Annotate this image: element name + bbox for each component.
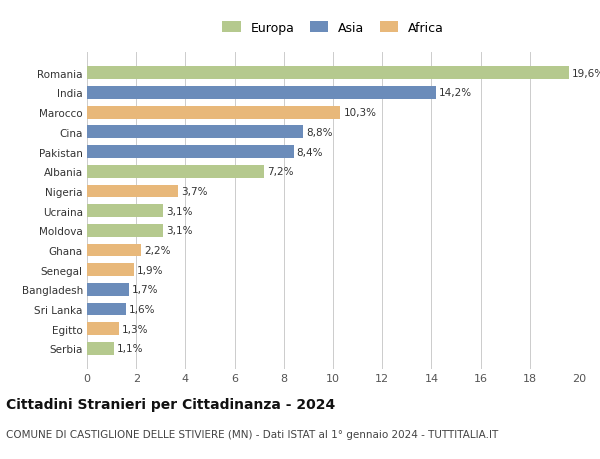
Bar [87, 106, 340, 119]
Text: 1,3%: 1,3% [122, 324, 148, 334]
Text: 2,2%: 2,2% [144, 246, 170, 256]
Bar [87, 126, 304, 139]
Text: 3,1%: 3,1% [166, 206, 193, 216]
Text: Cittadini Stranieri per Cittadinanza - 2024: Cittadini Stranieri per Cittadinanza - 2… [6, 397, 335, 411]
Bar [87, 244, 141, 257]
Bar [87, 303, 127, 316]
Bar [87, 165, 264, 178]
Bar [87, 205, 163, 218]
Text: 3,1%: 3,1% [166, 226, 193, 236]
Bar [87, 283, 129, 296]
Bar [87, 67, 569, 80]
Text: 1,9%: 1,9% [137, 265, 163, 275]
Bar [87, 224, 163, 237]
Text: 14,2%: 14,2% [439, 88, 472, 98]
Text: 7,2%: 7,2% [267, 167, 293, 177]
Text: 1,6%: 1,6% [130, 304, 156, 314]
Bar [87, 264, 134, 276]
Text: 1,1%: 1,1% [117, 344, 143, 354]
Text: 8,4%: 8,4% [296, 147, 323, 157]
Text: 3,7%: 3,7% [181, 186, 208, 196]
Text: COMUNE DI CASTIGLIONE DELLE STIVIERE (MN) - Dati ISTAT al 1° gennaio 2024 - TUTT: COMUNE DI CASTIGLIONE DELLE STIVIERE (MN… [6, 429, 498, 439]
Bar [87, 342, 114, 355]
Legend: Europa, Asia, Africa: Europa, Asia, Africa [218, 18, 448, 38]
Text: 19,6%: 19,6% [572, 68, 600, 78]
Text: 8,8%: 8,8% [307, 128, 333, 138]
Bar [87, 146, 293, 158]
Bar [87, 185, 178, 198]
Text: 1,7%: 1,7% [132, 285, 158, 295]
Bar [87, 323, 119, 336]
Text: 10,3%: 10,3% [343, 108, 376, 118]
Bar [87, 87, 436, 100]
